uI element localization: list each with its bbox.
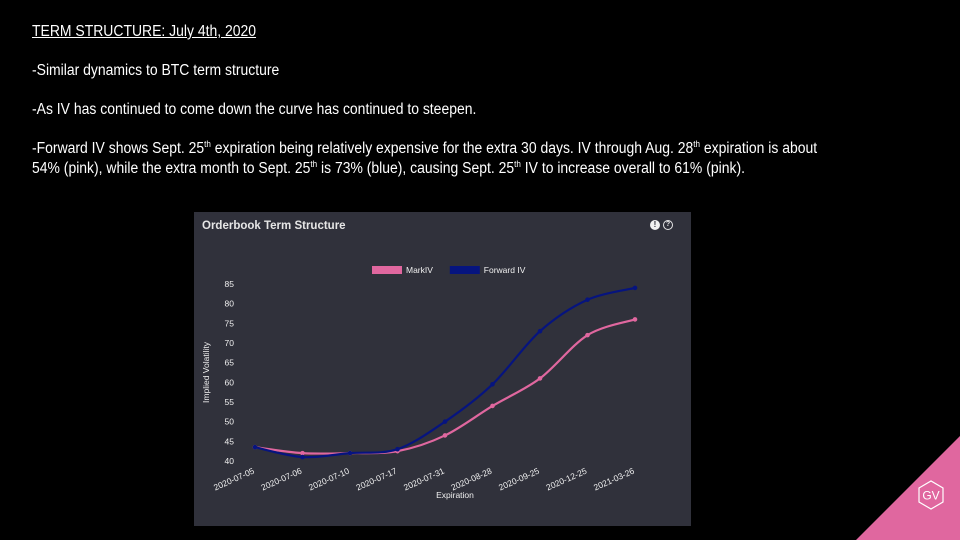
y-axis-title: Implied Volatility xyxy=(201,341,211,403)
y-tick-label: 60 xyxy=(225,377,235,387)
y-tick-label: 55 xyxy=(225,397,235,407)
forward-iv-point xyxy=(490,382,495,387)
logo-triangle xyxy=(856,436,960,540)
x-axis-title: Expiration xyxy=(436,490,474,500)
warning-icon[interactable]: ! xyxy=(650,220,660,230)
markiv-point xyxy=(442,433,448,438)
bullet-3: -Forward IV shows Sept. 25th expiration … xyxy=(32,139,842,179)
forward-iv-point xyxy=(347,450,353,456)
forward-iv-point xyxy=(585,297,590,303)
logo: GV xyxy=(856,436,960,540)
markiv-legend-swatch xyxy=(372,266,402,274)
markiv-point xyxy=(585,332,590,338)
card-icons: ! ? xyxy=(650,220,673,230)
x-tick-label: 2020-07-06 xyxy=(260,466,304,493)
forward-iv-point xyxy=(442,419,448,424)
markiv-point xyxy=(632,317,638,322)
help-icon[interactable]: ? xyxy=(663,220,673,230)
logo-text: GV xyxy=(922,489,939,503)
x-tick-label: 2020-07-10 xyxy=(307,466,351,493)
forward-iv-point xyxy=(537,328,543,334)
bullet-3-text-5: IV to increase overall to 61% (pink). xyxy=(520,160,745,177)
bullet-3-text-3: expiration is about 54% (pink), while th… xyxy=(32,140,818,177)
bullet-1: -Similar dynamics to BTC term structure xyxy=(32,62,280,79)
bullet-3-sup-4: th xyxy=(514,159,521,169)
x-tick-label: 2020-07-17 xyxy=(355,466,399,493)
y-tick-label: 50 xyxy=(225,417,235,427)
forward-iv-point xyxy=(395,446,400,452)
y-tick-label: 75 xyxy=(225,318,235,328)
bullet-3-text-2: expiration being relatively expensive fo… xyxy=(210,140,694,157)
logo-hexagon xyxy=(918,480,944,510)
slide-text: TERM STRUCTURE: July 4th, 2020 -Similar … xyxy=(32,22,842,198)
y-tick-label: 70 xyxy=(225,338,235,348)
y-tick-label: 80 xyxy=(225,299,235,309)
forward-iv-point xyxy=(252,444,258,450)
x-tick-label: 2021-03-26 xyxy=(592,466,636,493)
x-tick-label: 2020-09-25 xyxy=(497,466,541,493)
slide-title: TERM STRUCTURE: July 4th, 2020 xyxy=(32,23,257,40)
chart-card: Orderbook Term Structure ! ? 40 45 50 55 60 6… xyxy=(194,212,691,526)
bullet-3-sup-1: th xyxy=(204,139,211,149)
markiv-legend-label: MarkIV xyxy=(406,265,433,275)
bullet-3-sup-3: th xyxy=(310,159,318,169)
y-tick-label: 40 xyxy=(225,456,235,466)
y-tick-label: 45 xyxy=(225,436,235,446)
y-tick-label: 85 xyxy=(225,279,235,289)
x-tick-label: 2020-07-05 xyxy=(212,466,256,493)
x-tick-label: 2020-12-25 xyxy=(545,466,589,493)
forward-iv-point xyxy=(300,454,305,460)
y-tick-label: 65 xyxy=(225,358,235,368)
forward-iv-point xyxy=(632,285,638,291)
markiv-point xyxy=(300,450,305,456)
bullet-2: -As IV has continued to come down the cu… xyxy=(32,101,477,118)
chart-svg: 40 45 50 55 60 65 70 75 80 85 2020-07-05 2020-07-06… xyxy=(201,265,638,500)
markiv-point xyxy=(490,403,495,409)
x-tick-label: 2020-08-28 xyxy=(450,466,494,493)
forward-iv-legend-label: Forward IV xyxy=(484,265,526,275)
forward-iv-legend-swatch xyxy=(449,266,480,274)
forward-iv-line xyxy=(254,286,636,459)
x-tick-label: 2020-07-31 xyxy=(402,466,446,493)
bullet-3-text-1: -Forward IV shows Sept. 25 xyxy=(32,140,205,157)
legend: MarkIV Forward IV xyxy=(372,265,526,275)
bullet-3-sup-2: th xyxy=(693,139,701,149)
markiv-point xyxy=(537,376,543,381)
bullet-3-text-4: is 73% (blue), causing Sept. 25 xyxy=(317,160,515,177)
chart-card-title: Orderbook Term Structure xyxy=(202,220,346,232)
